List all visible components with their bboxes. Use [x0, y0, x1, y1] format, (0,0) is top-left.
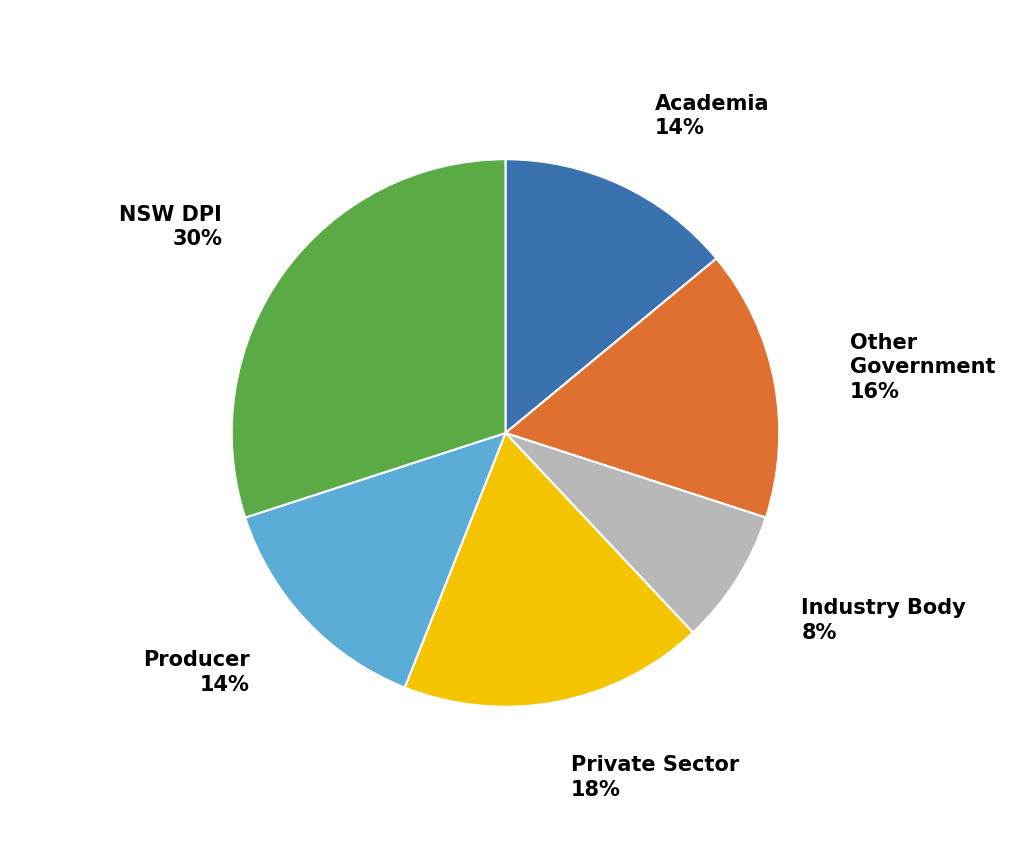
- Wedge shape: [506, 258, 779, 518]
- Text: Producer
14%: Producer 14%: [144, 650, 250, 695]
- Text: Academia
14%: Academia 14%: [655, 94, 769, 139]
- Wedge shape: [245, 433, 506, 688]
- Text: Private Sector
18%: Private Sector 18%: [571, 755, 739, 799]
- Wedge shape: [506, 433, 766, 632]
- Wedge shape: [506, 159, 717, 433]
- Wedge shape: [232, 159, 506, 518]
- Wedge shape: [404, 433, 693, 707]
- Text: Industry Body
8%: Industry Body 8%: [802, 598, 967, 643]
- Text: NSW DPI
30%: NSW DPI 30%: [119, 204, 222, 249]
- Text: Other
Government
16%: Other Government 16%: [849, 333, 995, 402]
